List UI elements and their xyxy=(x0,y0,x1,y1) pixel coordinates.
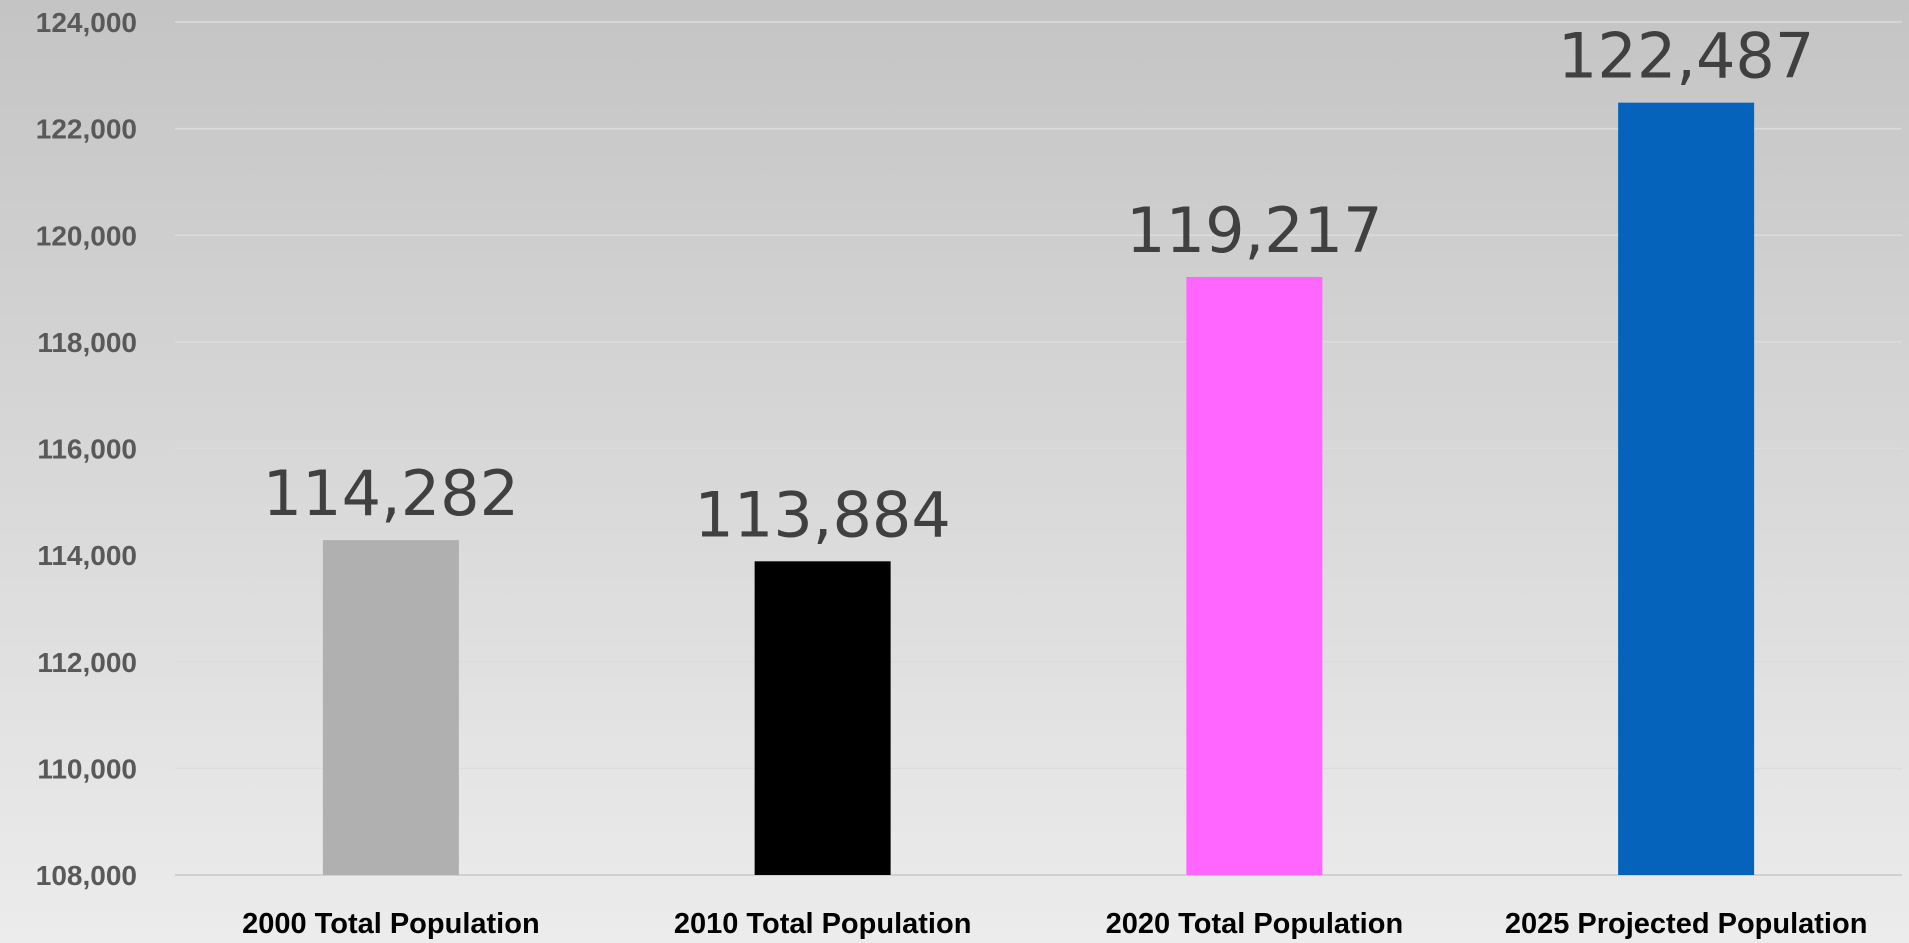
y-axis-tick-labels: 108,000 110,000 112,000 114,000 116,000 118,0… xyxy=(36,7,137,891)
bar xyxy=(754,561,891,875)
y-tick-label: 110,000 xyxy=(37,753,137,784)
gridlines xyxy=(175,21,1902,876)
bar xyxy=(1618,102,1755,876)
data-label: 114,282 xyxy=(263,457,519,530)
y-tick-label: 124,000 xyxy=(36,7,137,38)
y-tick-label: 116,000 xyxy=(37,434,137,465)
y-tick-label: 112,000 xyxy=(37,647,137,678)
data-label: 119,217 xyxy=(1126,194,1382,267)
y-tick-label: 118,000 xyxy=(37,327,137,358)
x-tick-label: 2025 Projected Population xyxy=(1505,908,1868,940)
bar xyxy=(322,540,459,875)
x-axis-tick-labels: 2000 Total Population 2010 Total Populati… xyxy=(242,908,1867,940)
data-label: 122,487 xyxy=(1558,20,1814,93)
y-tick-label: 122,000 xyxy=(36,114,137,145)
y-tick-label: 114,000 xyxy=(37,540,137,571)
bars xyxy=(322,102,1755,876)
y-tick-label: 120,000 xyxy=(36,220,137,251)
x-tick-label: 2000 Total Population xyxy=(242,908,540,940)
x-tick-label: 2020 Total Population xyxy=(1106,908,1404,940)
bar xyxy=(1186,276,1323,876)
data-label: 113,884 xyxy=(694,478,950,551)
y-tick-label: 108,000 xyxy=(36,860,137,891)
x-tick-label: 2010 Total Population xyxy=(674,908,972,940)
data-labels: 114,282 113,884 119,217 122,487 xyxy=(263,20,1815,552)
